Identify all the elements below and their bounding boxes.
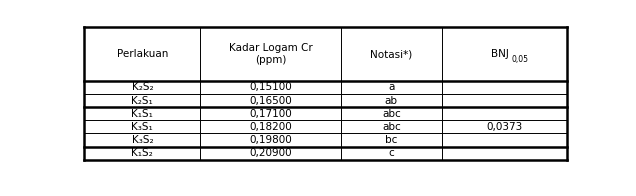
Text: 0,17100: 0,17100 xyxy=(249,109,292,119)
Text: 0,16500: 0,16500 xyxy=(249,96,292,106)
Text: 0,05: 0,05 xyxy=(512,55,529,64)
Text: 0,19800: 0,19800 xyxy=(249,135,292,145)
Text: c: c xyxy=(389,148,394,158)
Text: 0,20900: 0,20900 xyxy=(249,148,292,158)
Text: K₂S₂: K₂S₂ xyxy=(132,83,153,93)
Text: Kadar Logam Cr
(ppm): Kadar Logam Cr (ppm) xyxy=(228,43,312,65)
Text: K₁S₂: K₁S₂ xyxy=(132,148,153,158)
Text: K₁S₁: K₁S₁ xyxy=(132,109,153,119)
Text: bc: bc xyxy=(385,135,398,145)
Text: K₃S₁: K₃S₁ xyxy=(132,122,153,132)
Text: 0,18200: 0,18200 xyxy=(249,122,292,132)
Text: BNJ: BNJ xyxy=(491,49,509,59)
Text: Notasi*): Notasi*) xyxy=(370,49,412,59)
Text: 0,0373: 0,0373 xyxy=(487,122,523,132)
Text: K₂S₁: K₂S₁ xyxy=(132,96,153,106)
Text: 0,15100: 0,15100 xyxy=(249,83,292,93)
Text: Perlakuan: Perlakuan xyxy=(116,49,168,59)
Text: ab: ab xyxy=(385,96,398,106)
Text: abc: abc xyxy=(382,122,401,132)
Text: abc: abc xyxy=(382,109,401,119)
Text: K₃S₂: K₃S₂ xyxy=(132,135,153,145)
Text: a: a xyxy=(388,83,394,93)
